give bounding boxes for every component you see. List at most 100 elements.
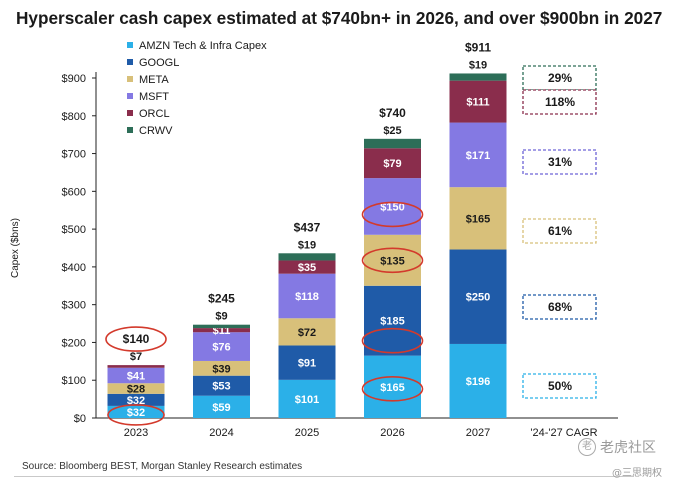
bar-segment [278,273,336,319]
y-tick-label: $300 [62,300,86,312]
bar-segment [107,393,165,406]
bar-segment [193,360,250,376]
bar-data-label: $28 [127,384,145,396]
bar-data-label: $76 [212,342,230,354]
bar-data-label: $79 [383,158,401,170]
bar-segment [364,138,421,149]
y-tick-label: $400 [62,262,86,274]
legend-swatch [127,76,133,82]
y-axis-label: Capex ($bns) [10,218,21,278]
bar-data-label: $72 [298,327,316,339]
bar-data-label: $185 [380,316,404,328]
cagr-box [522,373,597,399]
bar-data-label: $150 [380,201,404,213]
legend-label: CRWV [139,125,173,137]
bar-data-label: $39 [212,363,230,375]
highlight-circle [361,376,424,402]
bar-data-label: $135 [380,255,404,267]
legend-label: ORCL [139,108,170,120]
bar-data-label: $11 [213,325,231,337]
bar-segment [449,73,507,81]
watermark-handle: @三思期权 [612,468,662,479]
y-tick-label: $500 [62,224,86,236]
bar-data-label: $101 [295,394,319,406]
bar-segment [449,249,507,344]
bar-segment [278,345,336,380]
x-tick-label: 2023 [124,427,148,439]
bar-segment [278,379,336,418]
y-tick-label: $0 [74,413,86,425]
cagr-value: 31% [548,155,572,169]
bar-segment [193,332,250,361]
y-tick-label: $200 [62,337,86,349]
bar-segment [107,365,165,368]
cagr-box [522,89,597,115]
y-tick-label: $700 [62,149,86,161]
divider [14,476,634,477]
cagr-value: 118% [545,95,575,109]
bar-segment [364,148,421,179]
bar-segment [449,122,507,188]
bar-data-label: $91 [298,358,316,370]
tiger-logo-icon: 老 [578,438,596,456]
bar-segment [107,367,165,384]
bar-segment [193,324,250,329]
bar-data-label: $196 [466,376,490,388]
highlight-circle [105,326,167,352]
bar-data-label: $118 [295,291,319,303]
legend-swatch [127,110,133,116]
cagr-value: 61% [548,224,572,238]
bar-top-label: $7 [130,351,142,363]
legend-swatch [127,59,133,65]
cagr-axis-label: '24-'27 CAGR [530,427,597,439]
bar-segment [107,405,165,418]
y-tick-label: $900 [62,73,86,85]
legend-label: MSFT [139,91,169,103]
legend-swatch [127,93,133,99]
legend-swatch [127,42,133,48]
bar-data-label: $41 [127,371,145,383]
bar-data-label: $165 [466,213,490,225]
bar-segment [364,285,421,356]
bar-top-label: $19 [298,239,316,251]
cagr-box [522,149,597,175]
bar-segment [364,178,421,235]
cagr-value: 29% [548,71,572,85]
source-note: Source: Bloomberg BEST, Morgan Stanley R… [22,461,303,472]
bar-segment [449,80,507,123]
highlight-circle [361,201,424,228]
x-tick-label: 2027 [466,427,490,439]
bar-data-label: $165 [380,382,404,394]
y-tick-label: $800 [62,111,86,123]
watermark-text: 老虎社区 [600,440,656,456]
bar-data-label: $32 [127,395,145,407]
bar-total-label: $140 [123,332,150,346]
bar-segment [278,318,336,346]
cagr-value: 68% [548,300,572,314]
bar-segment [364,234,421,286]
bar-top-label: $9 [215,311,227,323]
bar-segment [193,395,250,418]
cagr-box [522,65,597,91]
legend-label: GOOGL [139,57,179,69]
legend-label: META [139,74,169,86]
bar-data-label: $53 [212,381,230,393]
bar-total-label: $245 [208,292,235,306]
cagr-box [522,218,597,244]
bar-segment [449,343,507,418]
bar-segment [449,187,507,250]
legend-label: AMZN Tech & Infra Capex [139,40,267,52]
bar-data-label: $171 [466,150,490,162]
bar-total-label: $437 [294,220,321,234]
bar-segment [107,383,165,394]
highlight-circle [361,327,424,354]
legend-swatch [127,127,133,133]
x-tick-label: 2026 [380,427,404,439]
highlight-circle [361,247,424,274]
bar-data-label: $111 [466,97,489,109]
chart-title: Hyperscaler cash capex estimated at $740… [16,8,663,28]
bar-total-label: $911 [465,40,491,54]
bar-segment [193,328,250,333]
cagr-box [522,294,597,320]
